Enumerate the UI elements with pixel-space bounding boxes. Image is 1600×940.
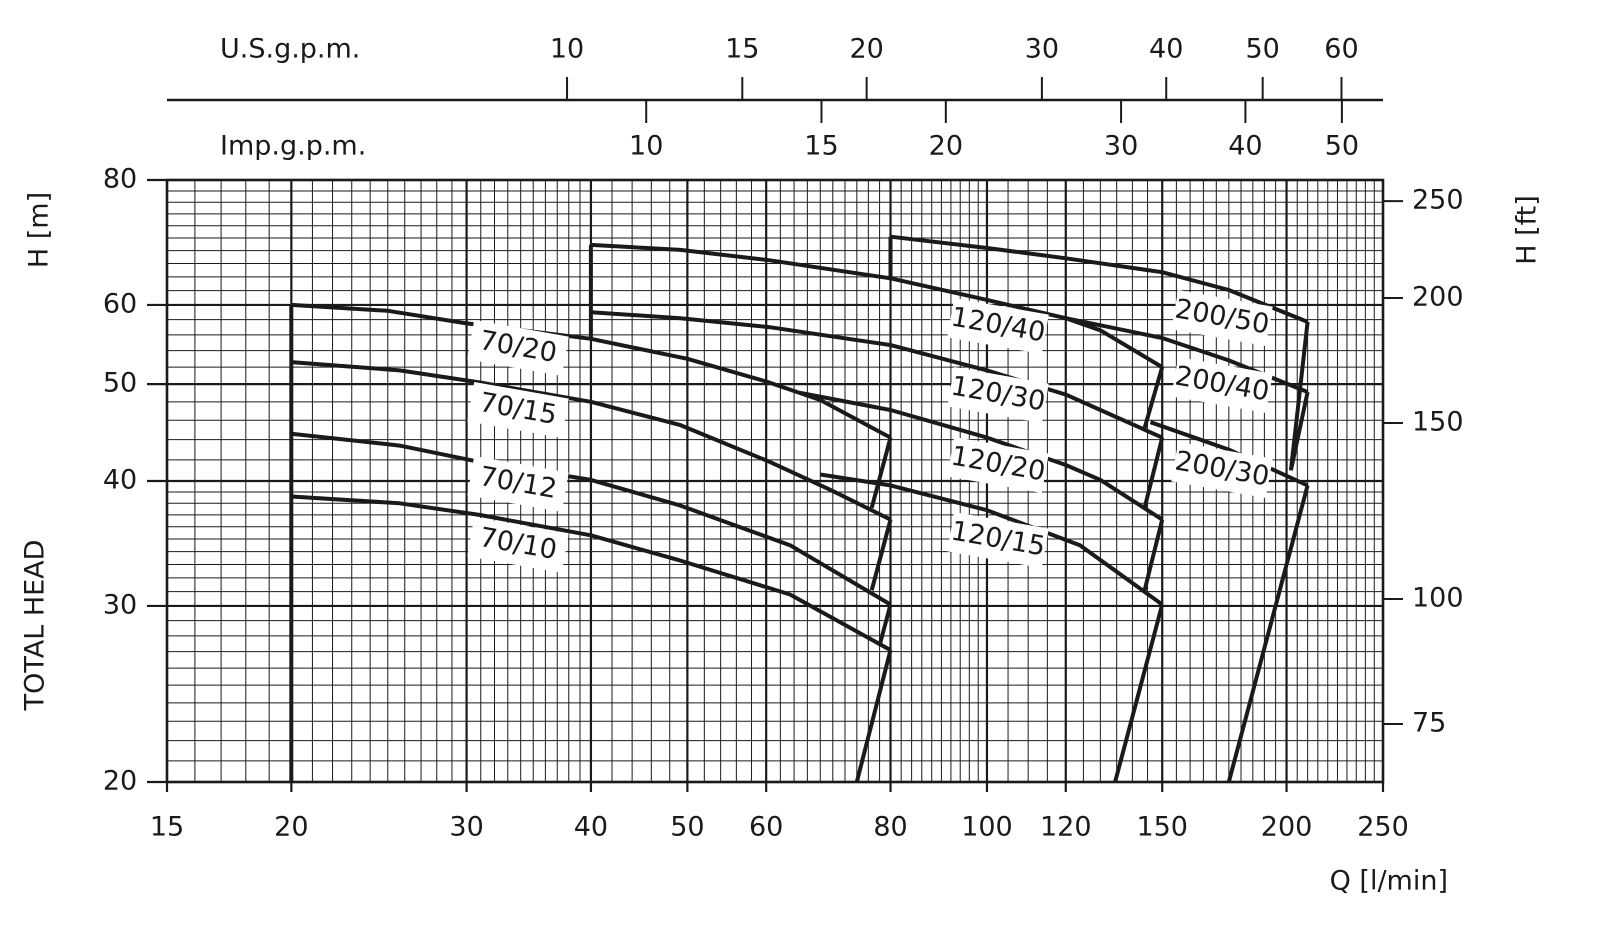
boundary-line: [1142, 366, 1165, 429]
curve-label-bg: [947, 366, 1049, 424]
pump-curve: [890, 234, 1309, 324]
top-axis-tick-label: 15: [725, 34, 759, 65]
top-axis-tick-label: 50: [1245, 34, 1279, 65]
y2-tick-label: 200: [1412, 282, 1464, 313]
boundary-line: [1142, 519, 1165, 591]
boundary-line: [854, 649, 893, 783]
boundary-line: [1226, 484, 1310, 783]
x-tick-label: 250: [1357, 812, 1409, 843]
curve-label-group: 70/20: [467, 319, 569, 377]
curve-label-bg: [467, 516, 569, 574]
boundary-line: [1113, 603, 1165, 783]
y-tick-label: 40: [103, 465, 137, 496]
y2-axis-label: H [ft]: [1512, 195, 1543, 265]
pump-curve: [1149, 420, 1309, 488]
top-axis-label: U.S.g.p.m.: [220, 34, 360, 65]
curve-label-bg: [467, 455, 569, 513]
top-axis-tick-label: 10: [550, 34, 584, 65]
pump-curve: [291, 431, 892, 607]
x-tick-label: 200: [1261, 812, 1313, 843]
pump-curve: [590, 242, 1164, 369]
y-axis-label-extra: TOTAL HEAD: [20, 540, 51, 712]
curve-label-group: 200/50: [1171, 289, 1273, 347]
curve-label-group: 120/20: [947, 436, 1049, 494]
top-axis-tick-label: 10: [629, 131, 663, 162]
boundary-line: [1142, 437, 1165, 509]
curve-label-group: 70/15: [467, 381, 569, 439]
y-tick-label: 60: [103, 288, 137, 319]
boundary-line: [877, 603, 893, 646]
curve-label-group: 200/30: [1171, 441, 1273, 499]
top-axis-tick-label: 15: [804, 131, 838, 162]
curve-label-bg: [1171, 289, 1273, 347]
boundary-line: [869, 519, 893, 591]
curve-label-group: 120/15: [947, 511, 1049, 569]
top-axis-tick-label: 20: [849, 34, 883, 65]
y2-tick-label: 250: [1412, 185, 1464, 216]
pump-curve: [291, 360, 892, 522]
x-tick-label: 30: [449, 812, 483, 843]
top-axis-tick-label: 20: [929, 131, 963, 162]
x-tick-label: 50: [670, 812, 704, 843]
boundary-line: [869, 437, 893, 509]
y2-tick-label: 150: [1412, 406, 1464, 437]
top-axis-label: Imp.g.p.m.: [220, 131, 366, 162]
top-axis-tick-label: 60: [1324, 34, 1358, 65]
curve-label-bg: [467, 381, 569, 439]
plot-frame: [165, 178, 1385, 784]
y2-tick-label: 75: [1412, 707, 1446, 738]
y-tick-label: 80: [103, 164, 137, 195]
boundary-line: [1288, 391, 1310, 471]
curve-label-group: 200/40: [1171, 356, 1273, 414]
curve-label-bg: [467, 319, 569, 377]
boundary-line: [1288, 321, 1310, 471]
curve-label-bg: [947, 511, 1049, 569]
curve-label-group: 120/40: [947, 297, 1049, 355]
x-tick-label: 15: [150, 812, 184, 843]
curve-label-bg: [947, 297, 1049, 355]
y-tick-label: 50: [103, 368, 137, 399]
x-tick-label: 40: [574, 812, 608, 843]
pump-curve: [590, 310, 1164, 440]
y-axis-label: H [m]: [24, 192, 55, 268]
top-axis-tick-label: 40: [1149, 34, 1183, 65]
curve-label-bg: [1171, 441, 1273, 499]
curve-label-bg: [947, 436, 1049, 494]
curve-label-group: 120/30: [947, 366, 1049, 424]
top-axis-tick-label: 30: [1104, 131, 1138, 162]
x-axis-label: Q [l/min]: [1330, 866, 1448, 897]
y-tick-label: 20: [103, 766, 137, 797]
pump-curve: [819, 472, 1164, 607]
x-tick-label: 80: [873, 812, 907, 843]
top-axis-tick-label: 40: [1228, 131, 1262, 162]
pump-curve: [291, 494, 892, 652]
y-tick-label: 30: [103, 589, 137, 620]
curve-label-bg: [1171, 356, 1273, 414]
x-tick-label: 20: [274, 812, 308, 843]
y2-tick-label: 100: [1412, 583, 1464, 614]
x-tick-label: 100: [961, 812, 1013, 843]
x-tick-label: 120: [1040, 812, 1092, 843]
x-tick-label: 150: [1136, 812, 1188, 843]
top-axis-tick-label: 50: [1325, 131, 1359, 162]
x-tick-label: 60: [749, 812, 783, 843]
top-axis-tick-label: 30: [1025, 34, 1059, 65]
